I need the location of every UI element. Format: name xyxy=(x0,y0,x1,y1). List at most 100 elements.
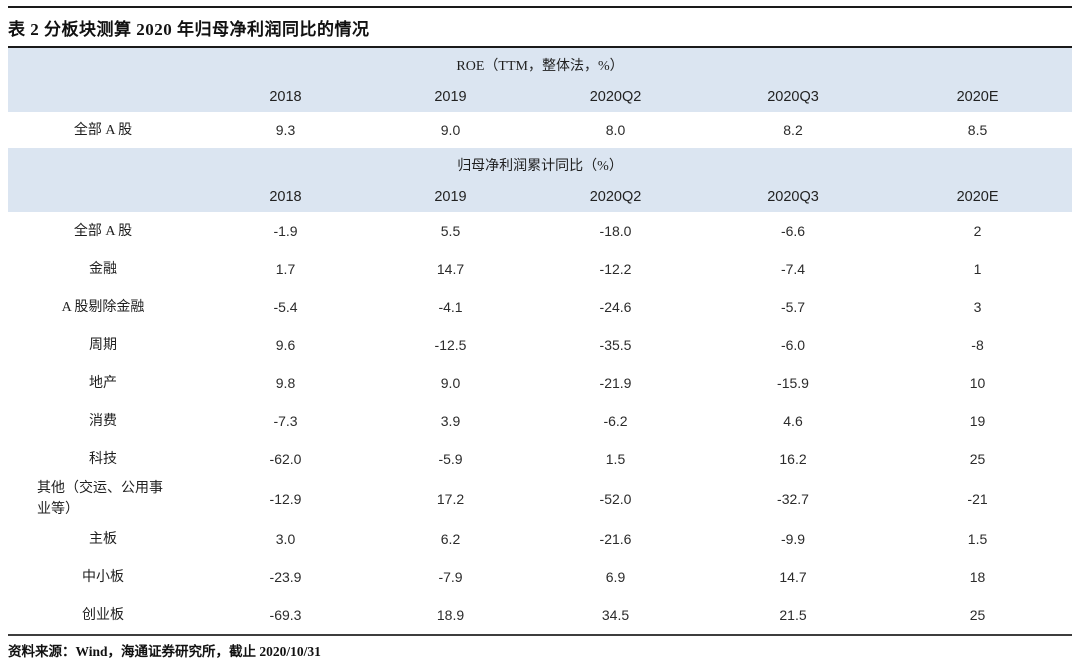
cell-value: 6.9 xyxy=(528,558,703,596)
year-header: 2019 xyxy=(373,82,528,112)
cell-value: 6.2 xyxy=(373,520,528,558)
row-label: 创业板 xyxy=(8,596,198,634)
cell-value: 14.7 xyxy=(373,250,528,288)
row-label-text: 地产 xyxy=(89,375,117,391)
row-label-text: 主板 xyxy=(89,531,117,547)
table-row: 地产 9.8 9.0 -21.9 -15.9 10 xyxy=(8,364,1073,402)
source-note: 资料来源：Wind，海通证券研究所，截止 2020/10/31 xyxy=(8,644,321,659)
cell-value: -21 xyxy=(883,478,1073,520)
cell-value: -5.7 xyxy=(703,288,883,326)
table-row: 全部 A 股 -1.9 5.5 -18.0 -6.6 2 xyxy=(8,212,1073,250)
cell-value: -21.6 xyxy=(528,520,703,558)
row-label: 全部 A 股 xyxy=(8,212,198,250)
year-header: 2020Q2 xyxy=(528,82,703,112)
cell-value: -32.7 xyxy=(703,478,883,520)
section-header: ROE（TTM，整体法，%） xyxy=(8,48,1073,82)
cell-value: -7.9 xyxy=(373,558,528,596)
cell-value: -12.9 xyxy=(198,478,373,520)
year-header-spacer xyxy=(8,182,198,212)
cell-value: -23.9 xyxy=(198,558,373,596)
cell-value: -8 xyxy=(883,326,1073,364)
cell-value: -6.0 xyxy=(703,326,883,364)
row-label-text: 消费 xyxy=(89,413,117,429)
cell-value: 1.5 xyxy=(883,520,1073,558)
cell-value: -18.0 xyxy=(528,212,703,250)
section-header: 归母净利润累计同比（%） xyxy=(8,148,1073,182)
cell-value: -52.0 xyxy=(528,478,703,520)
cell-value: -62.0 xyxy=(198,440,373,478)
cell-value: 5.5 xyxy=(373,212,528,250)
cell-value: 3.9 xyxy=(373,402,528,440)
cell-value: -6.6 xyxy=(703,212,883,250)
cell-value: 14.7 xyxy=(703,558,883,596)
cell-value: -15.9 xyxy=(703,364,883,402)
row-label-text: 全部 A 股 xyxy=(73,223,133,239)
year-header: 2020Q3 xyxy=(703,182,883,212)
row-label-text: 全部 A 股 xyxy=(73,122,133,138)
row-label: 中小板 xyxy=(8,558,198,596)
year-header-spacer xyxy=(8,82,198,112)
cell-value: 1.7 xyxy=(198,250,373,288)
cell-value: 25 xyxy=(883,440,1073,478)
cell-value: -12.5 xyxy=(373,326,528,364)
year-header: 2020Q2 xyxy=(528,182,703,212)
table-row: 消费 -7.3 3.9 -6.2 4.6 19 xyxy=(8,402,1073,440)
row-label-text: 周期 xyxy=(89,337,117,353)
cell-value: 9.0 xyxy=(373,364,528,402)
cell-value: -21.9 xyxy=(528,364,703,402)
year-header: 2019 xyxy=(373,182,528,212)
row-label: A 股剔除金融 xyxy=(8,288,198,326)
cell-value: 25 xyxy=(883,596,1073,634)
cell-value: 1.5 xyxy=(528,440,703,478)
row-label: 全部 A 股 xyxy=(8,112,198,148)
cell-value: 8.2 xyxy=(703,112,883,148)
cell-value: 9.6 xyxy=(198,326,373,364)
cell-value: 3.0 xyxy=(198,520,373,558)
cell-value: 21.5 xyxy=(703,596,883,634)
cell-value: -5.9 xyxy=(373,440,528,478)
report-table: ROE（TTM，整体法，%） 2018 2019 2020Q2 2020Q3 2020E 全… xyxy=(8,48,1073,634)
row-label: 主板 xyxy=(8,520,198,558)
title-rule xyxy=(8,46,1072,48)
row-label-text: 金融 xyxy=(89,261,117,277)
cell-value: 10 xyxy=(883,364,1073,402)
cell-value: 16.2 xyxy=(703,440,883,478)
table-row: A 股剔除金融 -5.4 -4.1 -24.6 -5.7 3 xyxy=(8,288,1073,326)
cell-value: -24.6 xyxy=(528,288,703,326)
table-row: 科技 -62.0 -5.9 1.5 16.2 25 xyxy=(8,440,1073,478)
table-row: 金融 1.7 14.7 -12.2 -7.4 1 xyxy=(8,250,1073,288)
table-title: 表 2 分板块测算 2020 年归母净利润同比的情况 xyxy=(8,20,370,39)
cell-value: 2 xyxy=(883,212,1073,250)
cell-value: 1 xyxy=(883,250,1073,288)
cell-value: -69.3 xyxy=(198,596,373,634)
table-row: 周期 9.6 -12.5 -35.5 -6.0 -8 xyxy=(8,326,1073,364)
row-label-text: 中小板 xyxy=(82,569,124,585)
year-header: 2020E xyxy=(883,82,1073,112)
cell-value: 3 xyxy=(883,288,1073,326)
cell-value: -7.3 xyxy=(198,402,373,440)
cell-value: -7.4 xyxy=(703,250,883,288)
year-header: 2018 xyxy=(198,182,373,212)
row-label-text: 其他（交运、公用事业等） xyxy=(37,481,163,517)
cell-value: 4.6 xyxy=(703,402,883,440)
report-table-body: ROE（TTM，整体法，%） 2018 2019 2020Q2 2020Q3 2020E 全… xyxy=(8,48,1073,634)
year-header: 2018 xyxy=(198,82,373,112)
row-label: 周期 xyxy=(8,326,198,364)
year-header: 2020E xyxy=(883,182,1073,212)
cell-value: 17.2 xyxy=(373,478,528,520)
cell-value: -4.1 xyxy=(373,288,528,326)
cell-value: 9.8 xyxy=(198,364,373,402)
row-label: 消费 xyxy=(8,402,198,440)
cell-value: 18 xyxy=(883,558,1073,596)
row-label: 金融 xyxy=(8,250,198,288)
row-label-text: 科技 xyxy=(89,451,117,467)
cell-value: -6.2 xyxy=(528,402,703,440)
row-label: 科技 xyxy=(8,440,198,478)
row-label: 地产 xyxy=(8,364,198,402)
cell-value: 19 xyxy=(883,402,1073,440)
cell-value: -12.2 xyxy=(528,250,703,288)
year-header-row: 2018 2019 2020Q2 2020Q3 2020E xyxy=(8,82,1073,112)
section-header-row: 归母净利润累计同比（%） xyxy=(8,148,1073,182)
table-row: 其他（交运、公用事业等） -12.9 17.2 -52.0 -32.7 -21 xyxy=(8,478,1073,520)
